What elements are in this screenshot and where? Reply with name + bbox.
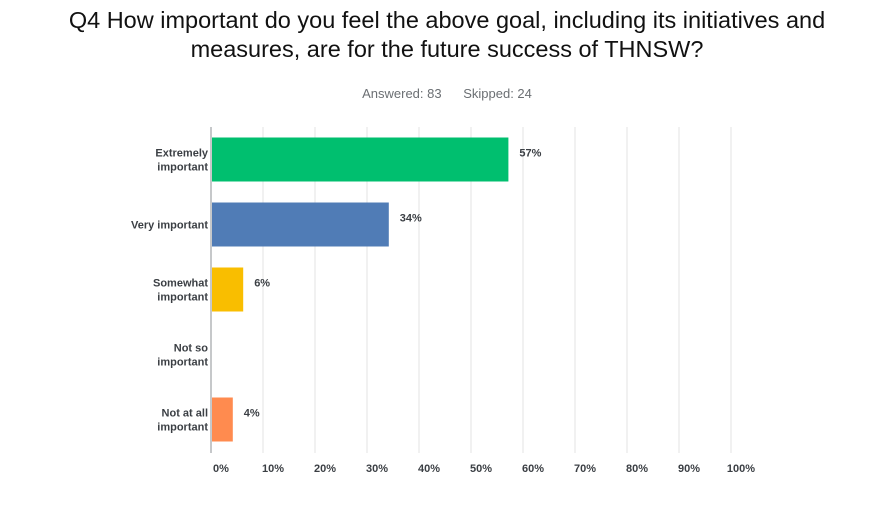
skipped-count: Skipped: 24 — [463, 86, 532, 101]
x-axis-ticks: 0% 10% 20% 30% 40% 50% 60% 70% 80% 90% 100% — [213, 463, 755, 475]
data-labels: 57% 34% 6% 4% — [244, 148, 542, 420]
answered-count: Answered: 83 — [362, 86, 442, 101]
x-tick-label-20: 20% — [314, 463, 336, 475]
category-labels: Extremely important Very important Somewhat… — [131, 148, 209, 434]
category-label-5: Not at all important — [157, 408, 208, 434]
data-label-3: 6% — [254, 278, 270, 290]
x-tick-label-90: 90% — [678, 463, 700, 475]
x-tick-label-100: 100% — [727, 463, 755, 475]
bar-5 — [212, 397, 233, 442]
data-label-5: 4% — [244, 408, 260, 420]
category-label-4: Not so important — [157, 343, 208, 369]
category-label-3: Somewhat important — [153, 278, 208, 304]
question-title: Q4 How important do you feel the above g… — [0, 6, 894, 64]
bar-1 — [212, 137, 509, 182]
category-label-1: Extremely important — [155, 148, 208, 174]
question-title-line-1: Q4 How important do you feel the above g… — [68, 7, 826, 33]
bar-3 — [212, 267, 244, 312]
x-tick-label-50: 50% — [470, 463, 492, 475]
bar-2 — [212, 202, 389, 247]
data-label-1: 57% — [519, 148, 541, 160]
x-tick-label-60: 60% — [522, 463, 544, 475]
response-stats: Answered: 83 Skipped: 24 — [0, 86, 894, 101]
x-tick-label-40: 40% — [418, 463, 440, 475]
question-title-line-2: measures, are for the future success of … — [190, 36, 704, 62]
bars — [212, 137, 509, 442]
x-tick-label-80: 80% — [626, 463, 648, 475]
data-label-2: 34% — [400, 213, 422, 225]
x-tick-label-30: 30% — [366, 463, 388, 475]
x-tick-label-70: 70% — [574, 463, 596, 475]
category-label-2: Very important — [131, 220, 208, 232]
x-tick-label-10: 10% — [262, 463, 284, 475]
x-tick-label-0: 0% — [213, 463, 229, 475]
